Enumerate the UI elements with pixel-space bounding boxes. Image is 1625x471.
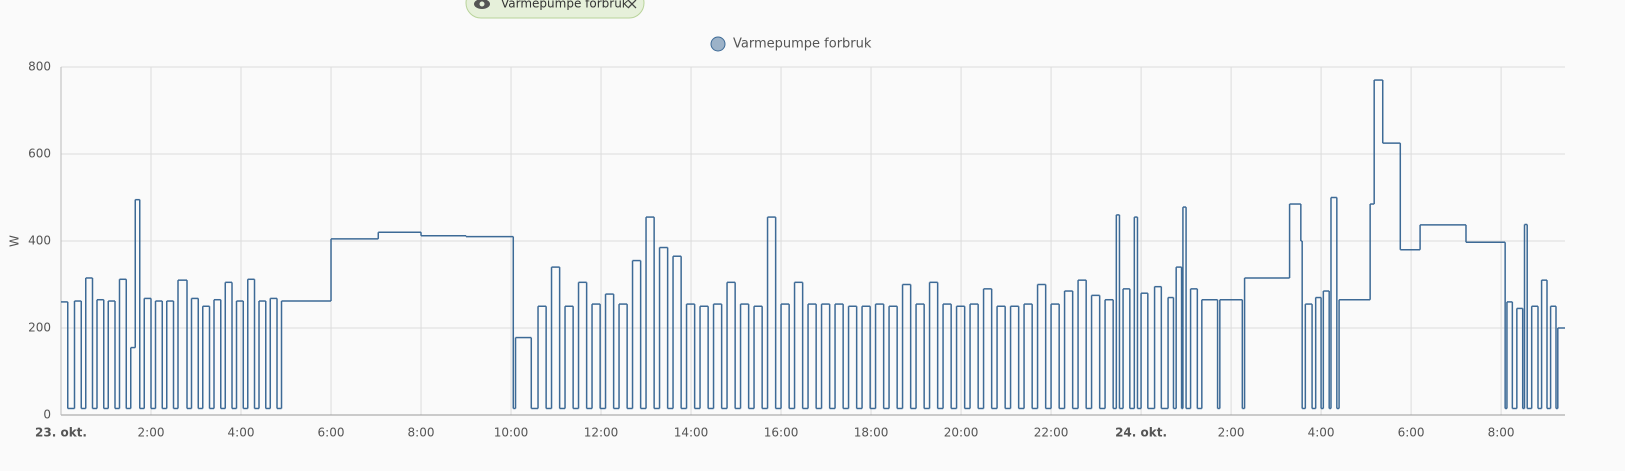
x-tick-label: 16:00	[764, 426, 799, 440]
x-tick-label: 22:00	[1034, 426, 1069, 440]
x-tick-label: 8:00	[408, 426, 435, 440]
legend[interactable]: Varmepumpe forbruk	[710, 36, 872, 52]
series	[61, 79, 1565, 410]
y-tick-label: 400	[28, 234, 51, 248]
y-tick-label: 0	[43, 408, 51, 422]
step-riser	[67, 80, 1559, 409]
x-tick-label: 2:00	[138, 426, 165, 440]
x-tick-label: 6:00	[318, 426, 345, 440]
y-tick-label: 600	[28, 147, 51, 161]
legend-label: Varmepumpe forbruk	[733, 37, 872, 52]
y-tick-label: 200	[28, 321, 51, 335]
x-tick-label: 18:00	[854, 426, 889, 440]
legend-marker	[710, 36, 726, 52]
x-tick-label: 6:00	[1398, 426, 1425, 440]
x-tick-label: 4:00	[1308, 426, 1335, 440]
y-axis-label: W	[8, 235, 22, 247]
filter-chip[interactable]: Varmepumpe forbruk	[465, 0, 645, 19]
chip-label: Varmepumpe forbruk	[501, 0, 629, 11]
x-tick-label: 2:00	[1218, 426, 1245, 440]
x-tick-label: 24. okt.	[1115, 426, 1167, 440]
x-tick-label: 10:00	[494, 426, 529, 440]
eye-pupil	[479, 1, 485, 7]
x-tick-label: 12:00	[584, 426, 619, 440]
x-tick-label: 23. okt.	[35, 426, 87, 440]
chip-close[interactable]	[627, 0, 637, 9]
y-tick-label: 800	[28, 60, 51, 74]
x-tick-label: 8:00	[1488, 426, 1515, 440]
chip-background	[465, 0, 645, 19]
x-tick-label: 4:00	[228, 426, 255, 440]
x-tick-label: 14:00	[674, 426, 709, 440]
x-tick-label: 20:00	[944, 426, 979, 440]
